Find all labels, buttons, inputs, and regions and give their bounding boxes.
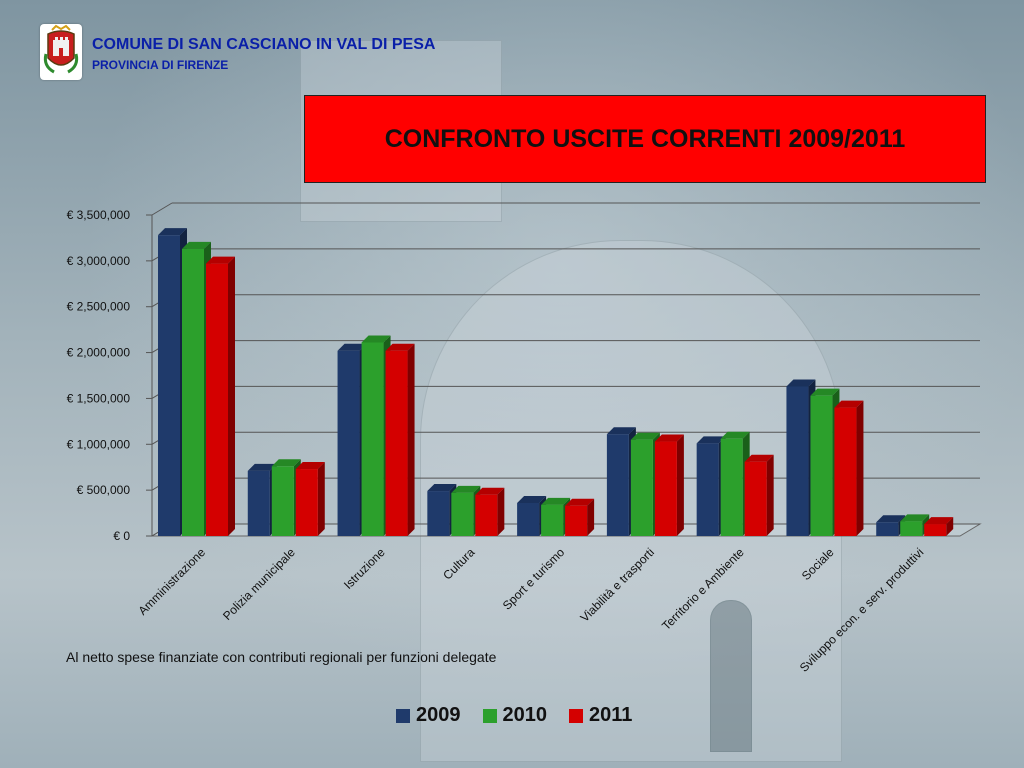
chart-title-box: CONFRONTO USCITE CORRENTI 2009/2011 bbox=[304, 95, 986, 183]
bar-side-4-2 bbox=[587, 498, 595, 536]
bar-8-2011 bbox=[924, 524, 947, 536]
chart-legend: 2009 2010 2011 bbox=[396, 704, 654, 727]
bar-1-2009 bbox=[247, 470, 270, 536]
y-tick-label-4: € 2,000,000 bbox=[67, 346, 131, 360]
bar-top-3-1 bbox=[451, 485, 481, 493]
bar-4-2010 bbox=[541, 504, 564, 536]
bar-top-1-2 bbox=[295, 462, 325, 470]
bar-7-2011 bbox=[834, 407, 857, 536]
bar-5-2011 bbox=[654, 441, 677, 536]
bar-top-5-1 bbox=[630, 432, 660, 440]
bar-top-3-0 bbox=[427, 484, 457, 492]
x-tick-label-1: Polizia municipale bbox=[220, 545, 298, 623]
bar-0-2010 bbox=[182, 248, 204, 537]
bar-top-4-1 bbox=[541, 497, 571, 505]
y-tick-label-6: € 3,000,000 bbox=[67, 254, 131, 268]
bar-5-2010 bbox=[630, 439, 653, 536]
x-tick-label-3: Cultura bbox=[440, 545, 477, 582]
bar-side-2-2 bbox=[407, 343, 415, 536]
bar-8-2009 bbox=[876, 522, 899, 536]
gridline-diag-7 bbox=[151, 202, 173, 216]
x-tick-label-6: Territorio e Ambiente bbox=[659, 545, 747, 633]
bar-3-2010 bbox=[451, 492, 474, 536]
chart-title: CONFRONTO USCITE CORRENTI 2009/2011 bbox=[384, 124, 906, 153]
legend-swatch-2010 bbox=[482, 708, 497, 723]
bar-top-6-0 bbox=[696, 436, 726, 444]
bar-top-8-2 bbox=[924, 517, 954, 525]
coat-of-arms-logo bbox=[40, 24, 82, 80]
bar-0-2009 bbox=[158, 235, 180, 537]
bar-top-1-1 bbox=[271, 459, 301, 467]
bar-top-2-2 bbox=[385, 343, 415, 351]
x-tick-label-5: Viabilità e trasporti bbox=[577, 545, 657, 625]
bar-4-2009 bbox=[517, 502, 540, 536]
bar-3-2009 bbox=[427, 491, 450, 536]
legend-swatch-2011 bbox=[569, 708, 583, 723]
chart-note: Al netto spese finanziate con contributi… bbox=[66, 649, 497, 665]
org-subtitle: PROVINCIA DI FIRENZE bbox=[92, 58, 229, 72]
bar-3-2011 bbox=[475, 494, 498, 536]
legend-item-2010: 2010 bbox=[482, 704, 548, 727]
bar-0-2011 bbox=[206, 263, 228, 536]
bar-top-2-1 bbox=[361, 335, 391, 343]
bar-1-2011 bbox=[295, 469, 318, 536]
bar-2-2009 bbox=[337, 350, 360, 536]
y-tick-label-2: € 1,000,000 bbox=[67, 437, 131, 451]
bar-7-2009 bbox=[786, 386, 809, 536]
legend-item-2011: 2011 bbox=[569, 704, 632, 727]
bar-top-6-2 bbox=[744, 454, 774, 462]
bar-top-5-2 bbox=[654, 434, 684, 442]
bar-4-2011 bbox=[565, 505, 588, 536]
bar-1-2010 bbox=[271, 466, 294, 536]
bar-8-2010 bbox=[900, 521, 923, 536]
window-arch-shape bbox=[710, 600, 752, 752]
bar-side-5-2 bbox=[676, 434, 684, 536]
bar-top-0-0 bbox=[158, 228, 187, 236]
bar-top-5-0 bbox=[606, 427, 636, 435]
bar-5-2009 bbox=[606, 434, 629, 536]
bar-2-2010 bbox=[361, 342, 384, 536]
bar-side-6-2 bbox=[766, 454, 774, 536]
bar-top-2-0 bbox=[337, 343, 367, 351]
bar-7-2010 bbox=[810, 395, 833, 536]
org-name: COMUNE DI SAN CASCIANO IN VAL DI PESA bbox=[92, 36, 436, 53]
bar-top-7-1 bbox=[810, 388, 840, 396]
bar-side-0-2 bbox=[228, 256, 235, 536]
legend-label-2010: 2010 bbox=[502, 704, 548, 726]
x-tick-label-7: Sociale bbox=[799, 545, 837, 583]
bar-top-6-1 bbox=[720, 431, 750, 439]
legend-item-2009: 2009 bbox=[396, 704, 461, 727]
legend-swatch-2009 bbox=[396, 708, 410, 723]
y-tick-label-5: € 2,500,000 bbox=[67, 300, 131, 314]
bar-top-3-2 bbox=[475, 487, 505, 495]
bar-top-0-1 bbox=[182, 241, 211, 249]
x-tick-label-2: Istruzione bbox=[341, 545, 388, 592]
bar-2-2011 bbox=[385, 350, 408, 536]
bar-top-0-2 bbox=[206, 256, 235, 264]
x-tick-label-0: Amministrazione bbox=[135, 545, 208, 618]
legend-label-2011: 2011 bbox=[589, 704, 633, 726]
y-tick-label-3: € 1,500,000 bbox=[67, 391, 131, 405]
bar-top-8-1 bbox=[900, 514, 930, 522]
y-tick-label-7: € 3,500,000 bbox=[67, 208, 131, 222]
y-tick-label-1: € 500,000 bbox=[77, 483, 131, 497]
bar-top-7-2 bbox=[834, 400, 864, 408]
bar-top-7-0 bbox=[786, 379, 816, 387]
bar-side-1-2 bbox=[317, 462, 325, 536]
bar-side-7-2 bbox=[856, 400, 864, 536]
bar-top-1-0 bbox=[247, 463, 277, 471]
legend-label-2009: 2009 bbox=[416, 704, 461, 726]
y-tick-label-0: € 0 bbox=[113, 529, 130, 543]
x-tick-label-4: Sport e turismo bbox=[500, 545, 568, 613]
bar-side-8-2 bbox=[946, 517, 954, 536]
bar-top-8-0 bbox=[876, 515, 906, 523]
bar-6-2009 bbox=[696, 443, 719, 536]
bar-top-4-0 bbox=[517, 495, 547, 503]
bar-top-4-2 bbox=[565, 498, 595, 506]
bar-chart: € 0 € 500,000 € 1,000,000 € 1,500,000 € 2,00… bbox=[67, 202, 982, 675]
bar-side-3-2 bbox=[497, 487, 505, 536]
bar-6-2010 bbox=[720, 438, 743, 536]
bar-6-2011 bbox=[744, 461, 767, 536]
